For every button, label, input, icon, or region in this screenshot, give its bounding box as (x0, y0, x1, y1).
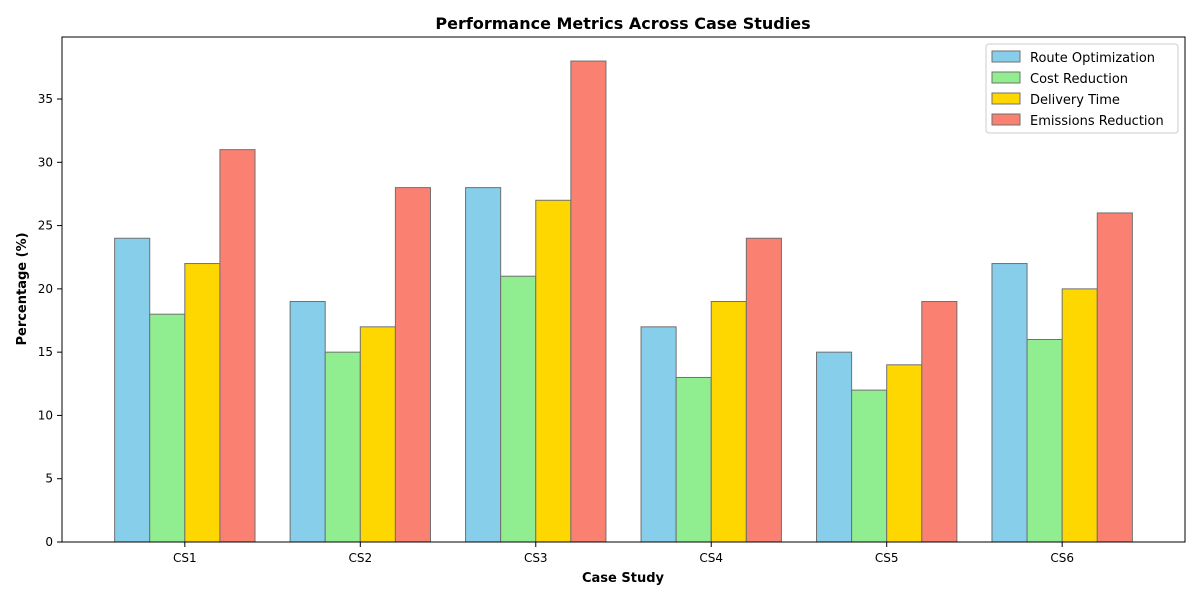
y-tick-label: 5 (45, 472, 53, 486)
chart-title: Performance Metrics Across Case Studies (435, 14, 810, 33)
bar-cs3-delivery-time (535, 199, 572, 543)
y-tick-label: 0 (45, 535, 53, 549)
legend-label: Emissions Reduction (1030, 114, 1164, 129)
x-axis-label: Case Study (582, 571, 665, 586)
bar-cs2-delivery-time (359, 326, 396, 543)
bar-cs3-emissions-reduction (570, 60, 607, 543)
x-tick-label: CS6 (1050, 551, 1074, 565)
x-tick-label: CS3 (524, 551, 548, 565)
legend-label: Cost Reduction (1030, 72, 1128, 87)
legend-label: Delivery Time (1030, 93, 1120, 108)
y-tick-label: 35 (38, 92, 53, 106)
bar-cs5-delivery-time (886, 364, 923, 543)
y-tick-label: 30 (38, 155, 53, 169)
bar-cs2-route-optimization (289, 301, 326, 543)
bar-cs1-cost-reduction (149, 313, 186, 543)
bar-cs6-cost-reduction (1026, 338, 1063, 543)
bar-cs2-emissions-reduction (394, 187, 431, 543)
legend-swatch (991, 50, 1021, 63)
axes-group: 0 5 10 15 20 25 30 35 CS1 CS2 CS3 CS4 CS5 CS6 (38, 36, 1186, 565)
bar-cs3-cost-reduction (500, 275, 537, 543)
bar-cs2-cost-reduction (324, 351, 361, 543)
bar-cs1-route-optimization (114, 237, 151, 543)
x-tick-label: CS1 (173, 551, 197, 565)
y-tick-label: 15 (38, 345, 53, 359)
legend: Route Optimization Cost Reduction Delivery… (985, 43, 1179, 134)
legend-swatch (991, 113, 1021, 126)
bars-group (114, 60, 1133, 543)
y-axis-label: Percentage (%) (15, 232, 30, 345)
bar-cs5-route-optimization (816, 351, 853, 543)
legend-swatch (991, 92, 1021, 105)
y-tick-label: 25 (38, 219, 53, 233)
y-tick-label: 20 (38, 282, 53, 296)
bar-cs3-route-optimization (465, 187, 502, 543)
bar-cs6-emissions-reduction (1096, 212, 1133, 543)
bar-cs5-cost-reduction (851, 389, 888, 543)
legend-swatch (991, 71, 1021, 84)
bar-cs1-delivery-time (184, 263, 221, 543)
y-tick-label: 10 (38, 408, 53, 422)
bar-cs4-cost-reduction (675, 376, 712, 543)
bar-cs4-route-optimization (640, 326, 677, 543)
legend-box (985, 43, 1179, 134)
bar-cs6-route-optimization (991, 263, 1028, 543)
x-tick-label: CS5 (875, 551, 899, 565)
bar-cs1-emissions-reduction (219, 149, 256, 543)
bar-cs5-emissions-reduction (921, 301, 958, 543)
legend-label: Route Optimization (1030, 51, 1155, 66)
bar-cs4-delivery-time (710, 301, 747, 543)
x-tick-label: CS2 (348, 551, 372, 565)
bar-cs4-emissions-reduction (745, 237, 782, 543)
x-tick-label: CS4 (699, 551, 723, 565)
bar-cs6-delivery-time (1061, 288, 1098, 543)
plot-frame (61, 36, 1186, 543)
